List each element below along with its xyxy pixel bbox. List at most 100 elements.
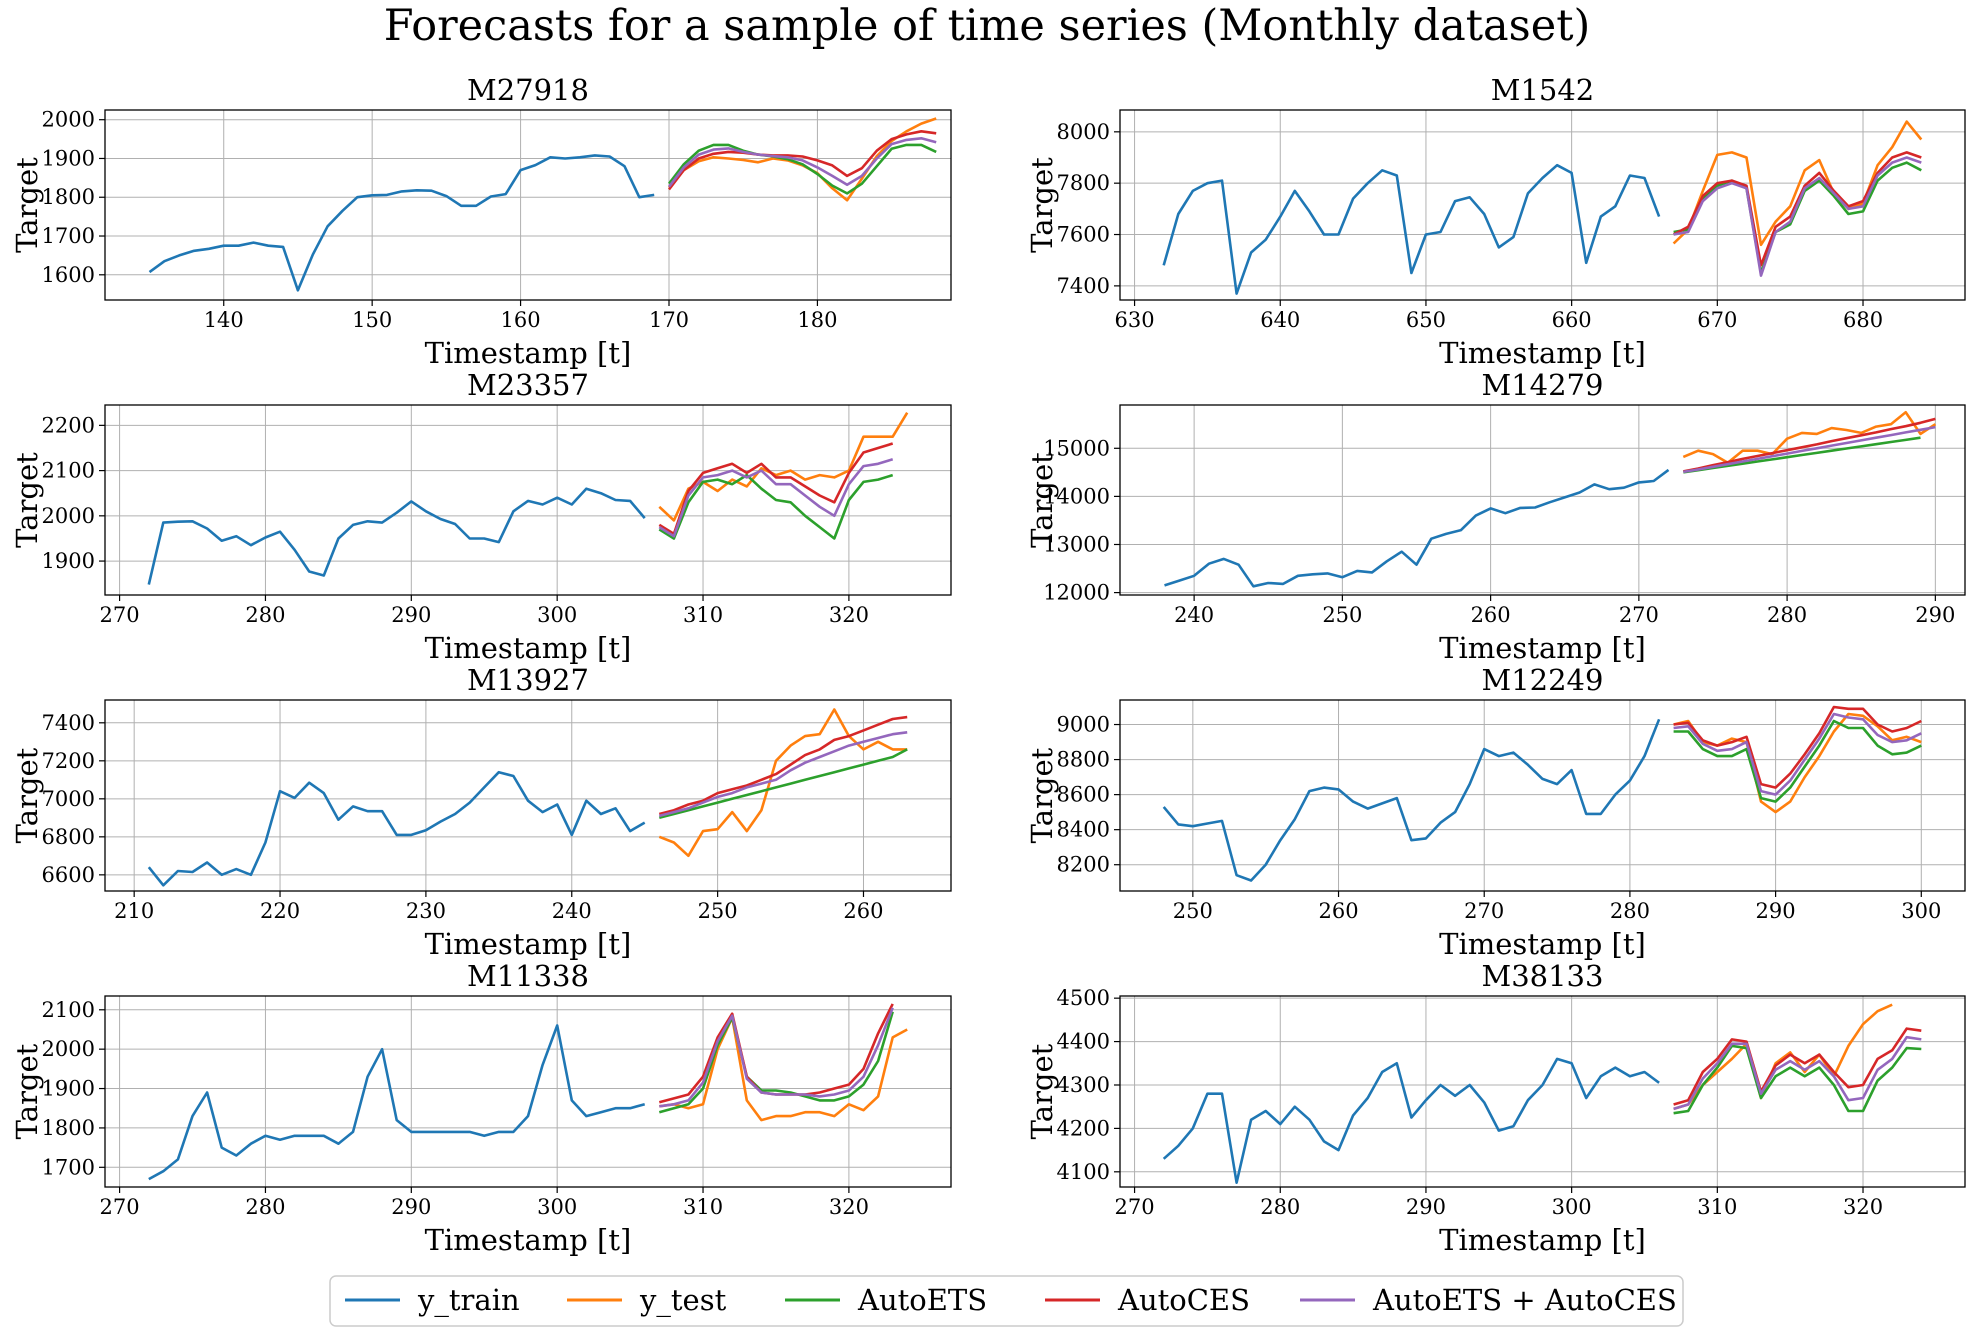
y-axis-label: Target (10, 157, 44, 253)
panel-m14279: 240 250 260 270 280 290 12000 13000 14000 15000 M1… (1025, 368, 1966, 665)
y-axis-label: Target (10, 747, 44, 843)
x-axis-label: Timestamp [t] (425, 631, 632, 665)
series-line-autoets (1673, 161, 1922, 275)
y-tick-label: 7600 (1057, 223, 1110, 247)
y-tick-label: 1800 (42, 1116, 95, 1140)
x-tick-label: 320 (829, 603, 869, 627)
x-tick-label: 310 (1697, 1195, 1737, 1219)
series-line-y-train (1162, 718, 1661, 882)
series-line-y-test (1673, 1003, 1893, 1111)
subplot-title: M11338 (467, 959, 589, 993)
series-line-autoets (1673, 1044, 1922, 1115)
x-tick-label: 280 (245, 1195, 285, 1219)
axes-frame (1119, 699, 1966, 892)
series-line-autoets-autoces (1673, 712, 1922, 796)
x-tick-label: 180 (797, 308, 837, 332)
series-line-y-test (658, 412, 909, 522)
panel-m13927: 210 220 230 240 250 260 6600 6800 7000 7200 7400 M1… (10, 663, 952, 961)
x-tick-label: 280 (245, 603, 285, 627)
series-line-autoets-autoces (658, 458, 894, 538)
series-line-autoets (1673, 719, 1922, 803)
subplot-title: M27918 (467, 73, 589, 107)
x-tick-label: 270 (1115, 1195, 1155, 1219)
x-tick-label: 650 (1406, 308, 1446, 332)
series-line-autoets (1683, 436, 1921, 474)
y-tick-label: 1900 (42, 1077, 95, 1101)
legend-entry-y-test: y_test (567, 1283, 727, 1318)
figure-title: Forecasts for a sample of time series (M… (384, 1, 1591, 51)
x-axis-label: Timestamp [t] (1439, 1223, 1646, 1257)
x-tick-label: 160 (501, 308, 541, 332)
x-axis-label: Timestamp [t] (1439, 927, 1646, 961)
y-tick-label: 9000 (1057, 713, 1110, 737)
x-tick-label: 250 (1322, 603, 1362, 627)
x-tick-label: 170 (649, 308, 689, 332)
x-tick-label: 240 (1174, 603, 1214, 627)
x-axis-label: Timestamp [t] (425, 927, 632, 961)
x-tick-label: 280 (1260, 1195, 1300, 1219)
series-line-autoets (658, 748, 908, 820)
x-axis-label: Timestamp [t] (1439, 631, 1646, 665)
series-line-y-test (1682, 410, 1937, 465)
x-tick-label: 320 (1843, 1195, 1883, 1219)
y-tick-label: 7400 (42, 711, 95, 735)
legend-label: AutoETS + AutoCES (1372, 1283, 1677, 1317)
series-line-y-test (659, 1016, 908, 1122)
series-line-autoces (1673, 705, 1922, 789)
x-tick-label: 220 (260, 899, 300, 923)
y-axis-label: Target (10, 1043, 44, 1139)
legend-label: y_train (417, 1283, 520, 1318)
panel-m1542: 630 640 650 660 670 680 7400 7600 7800 8000 M1542 T… (1025, 73, 1966, 370)
series-line-autoets-autoces (1683, 425, 1936, 474)
x-axis-label: Timestamp [t] (1439, 336, 1646, 370)
legend-entry-y-train: y_train (345, 1283, 520, 1318)
series-line-autoets-autoces (667, 137, 937, 188)
x-tick-label: 290 (391, 603, 431, 627)
series-line-y-train (1162, 1057, 1660, 1184)
y-tick-label: 4100 (1057, 1160, 1110, 1184)
y-tick-label: 1700 (42, 1155, 95, 1179)
series-line-y-train (147, 770, 646, 887)
y-tick-label: 2100 (42, 998, 95, 1022)
x-tick-label: 210 (114, 899, 154, 923)
series-line-autoces (1673, 1027, 1922, 1106)
panel-m23357: 270 280 290 300 310 320 1900 2000 2100 2200 M23357… (10, 368, 952, 665)
x-axis-label: Timestamp [t] (425, 336, 632, 370)
axes-frame (104, 404, 952, 596)
y-tick-label: 4500 (1057, 986, 1110, 1010)
y-tick-label: 13000 (1043, 532, 1110, 556)
series-line-y-train (147, 487, 646, 585)
y-tick-label: 7400 (1057, 274, 1110, 298)
y-axis-label: Target (10, 452, 44, 548)
x-tick-label: 150 (352, 308, 392, 332)
x-tick-label: 140 (204, 308, 244, 332)
axes-frame (104, 995, 952, 1188)
y-tick-label: 1900 (42, 146, 95, 170)
y-tick-label: 14000 (1043, 484, 1110, 508)
series-line-autoces (658, 1003, 894, 1104)
y-tick-label: 8600 (1057, 783, 1110, 807)
series-line-autoets-autoces (658, 731, 908, 818)
series-line-y-train (148, 1024, 646, 1181)
panel-m11338: 270 280 290 300 310 320 1700 1800 1900 2000 2100 M1… (10, 959, 952, 1257)
y-tick-label: 4200 (1057, 1116, 1110, 1140)
series-line-autoets-autoces (659, 1007, 894, 1108)
subplot-grid: 140 150 160 170 180 1600 1700 1800 1900 2000 M2791… (10, 73, 1966, 1257)
subplot-title: M38133 (1482, 959, 1604, 993)
subplot-title: M14279 (1482, 368, 1604, 402)
axes-frame (104, 699, 952, 892)
x-tick-label: 270 (1619, 603, 1659, 627)
axes-frame (104, 109, 952, 301)
x-tick-label: 660 (1552, 308, 1592, 332)
panel-m12249: 250 260 270 280 290 300 8200 8400 8600 8800 9000 M1… (1025, 663, 1966, 961)
x-tick-label: 250 (698, 899, 738, 923)
y-tick-label: 8200 (1057, 853, 1110, 877)
y-tick-label: 2200 (42, 413, 95, 437)
series-line-y-train (1164, 468, 1670, 588)
series-line-autoces (1672, 151, 1922, 267)
x-tick-label: 290 (1406, 1195, 1446, 1219)
x-tick-label: 270 (1464, 899, 1504, 923)
x-tick-label: 300 (537, 1195, 577, 1219)
series-line-autoets-autoces (1673, 1035, 1922, 1111)
